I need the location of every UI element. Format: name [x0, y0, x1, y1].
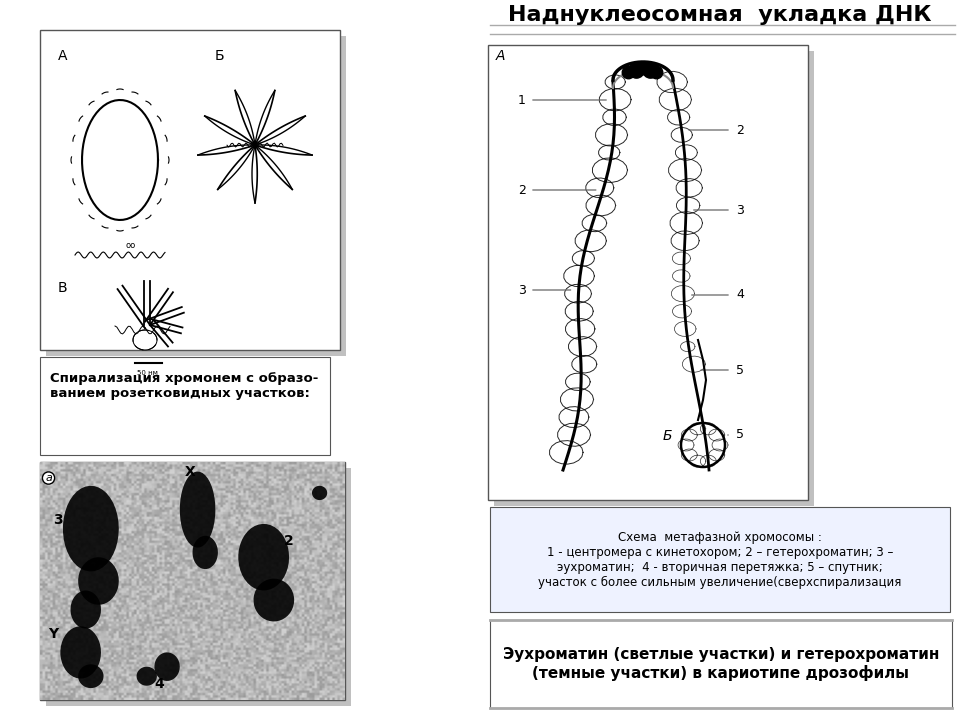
Text: А: А	[496, 49, 506, 63]
Text: 2: 2	[518, 184, 526, 197]
Bar	[40, 462, 345, 700]
Polygon shape	[70, 590, 101, 629]
Text: А: А	[58, 49, 67, 63]
Polygon shape	[155, 652, 180, 681]
Polygon shape	[238, 524, 289, 590]
Bar	[40, 357, 330, 455]
Text: X: X	[185, 465, 196, 480]
Text: Б: Б	[215, 49, 225, 63]
Text: 5: 5	[736, 364, 744, 377]
Bar	[490, 620, 952, 708]
Text: 50 нм: 50 нм	[137, 370, 157, 376]
Polygon shape	[78, 665, 104, 688]
Text: 1: 1	[518, 94, 526, 107]
Bar	[46, 36, 346, 356]
Text: оо: оо	[125, 241, 135, 250]
Polygon shape	[193, 536, 218, 569]
Bar	[40, 30, 340, 350]
Bar	[488, 45, 808, 500]
Bar	[46, 468, 351, 706]
Text: 5: 5	[736, 428, 744, 441]
Text: 2: 2	[736, 124, 744, 137]
Polygon shape	[180, 472, 215, 548]
Bar	[494, 51, 814, 506]
Text: Y: Y	[48, 627, 58, 641]
Polygon shape	[63, 486, 119, 572]
Text: 3: 3	[53, 513, 62, 527]
Polygon shape	[312, 486, 327, 500]
Text: 3: 3	[518, 284, 526, 297]
Text: 3: 3	[736, 204, 744, 217]
Text: 2: 2	[284, 534, 294, 549]
Polygon shape	[78, 557, 119, 605]
Text: a: a	[45, 473, 52, 483]
Polygon shape	[136, 667, 156, 685]
Text: Схема  метафазной хромосомы :
1 - центромера с кинетохором; 2 – гетерохроматин; : Схема метафазной хромосомы : 1 - центром…	[539, 531, 901, 589]
Text: В: В	[58, 281, 67, 295]
Text: Наднуклеосомная  укладка ДНК: Наднуклеосомная укладка ДНК	[508, 5, 932, 25]
Polygon shape	[60, 626, 101, 678]
Text: Спирализация хромонем с образо-
ванием розетковидных участков:: Спирализация хромонем с образо- ванием р…	[50, 372, 319, 400]
Bar	[490, 507, 950, 612]
Text: 4: 4	[155, 677, 164, 691]
Polygon shape	[253, 579, 294, 621]
Text: 4: 4	[736, 289, 744, 302]
Text: Эухроматин (светлые участки) и гетерохроматин
(темные участки) в кариотипе дрозо: Эухроматин (светлые участки) и гетерохро…	[503, 647, 939, 681]
Text: Б: Б	[663, 429, 673, 443]
